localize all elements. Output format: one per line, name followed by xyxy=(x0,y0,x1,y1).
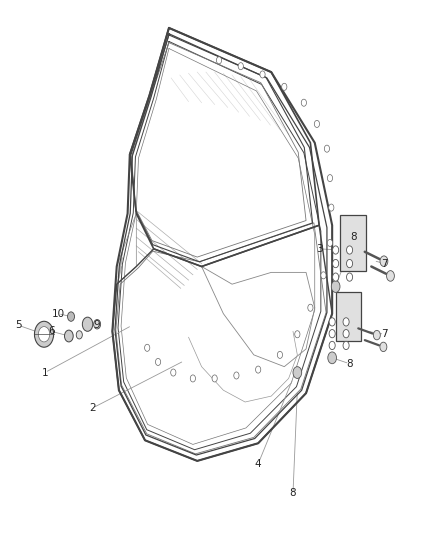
Text: 2: 2 xyxy=(89,403,96,413)
Circle shape xyxy=(260,71,265,78)
Circle shape xyxy=(64,330,73,342)
Text: 8: 8 xyxy=(346,359,353,369)
Circle shape xyxy=(216,57,222,64)
Text: 7: 7 xyxy=(381,329,388,339)
Circle shape xyxy=(346,273,353,281)
Circle shape xyxy=(332,260,339,268)
Circle shape xyxy=(277,351,283,358)
Circle shape xyxy=(76,330,82,339)
Text: 8: 8 xyxy=(350,232,357,242)
Circle shape xyxy=(321,272,326,279)
Circle shape xyxy=(332,246,339,254)
Circle shape xyxy=(373,330,380,340)
Circle shape xyxy=(343,341,349,350)
Text: 10: 10 xyxy=(51,309,64,319)
Circle shape xyxy=(346,260,353,268)
FancyBboxPatch shape xyxy=(336,292,361,341)
Circle shape xyxy=(343,318,349,326)
Circle shape xyxy=(329,318,335,326)
Circle shape xyxy=(329,341,335,350)
Text: 1: 1 xyxy=(42,368,48,377)
Circle shape xyxy=(328,204,334,211)
Circle shape xyxy=(324,145,329,152)
Text: 5: 5 xyxy=(15,320,22,330)
Circle shape xyxy=(314,120,320,127)
Circle shape xyxy=(238,63,244,70)
Circle shape xyxy=(328,352,336,364)
Text: 3: 3 xyxy=(316,244,322,254)
Text: 8: 8 xyxy=(290,488,296,498)
Text: 6: 6 xyxy=(48,326,55,336)
Circle shape xyxy=(282,83,287,91)
Circle shape xyxy=(301,99,307,106)
Circle shape xyxy=(380,256,388,266)
Circle shape xyxy=(295,330,300,338)
Circle shape xyxy=(346,246,353,254)
Text: 9: 9 xyxy=(94,320,100,330)
Circle shape xyxy=(145,344,150,351)
Circle shape xyxy=(190,375,195,382)
FancyBboxPatch shape xyxy=(340,215,366,271)
Circle shape xyxy=(387,271,394,281)
Circle shape xyxy=(94,319,101,329)
Circle shape xyxy=(308,304,313,311)
Circle shape xyxy=(171,369,176,376)
Circle shape xyxy=(35,321,53,347)
Circle shape xyxy=(293,367,302,378)
Circle shape xyxy=(82,317,93,332)
Circle shape xyxy=(331,281,340,293)
Circle shape xyxy=(380,342,387,352)
Circle shape xyxy=(332,273,339,281)
Circle shape xyxy=(343,329,349,338)
Circle shape xyxy=(329,329,335,338)
Circle shape xyxy=(327,175,332,182)
Circle shape xyxy=(67,312,74,321)
Circle shape xyxy=(234,372,239,379)
Circle shape xyxy=(39,327,49,342)
Text: 7: 7 xyxy=(381,259,388,269)
Circle shape xyxy=(155,358,161,366)
Text: 4: 4 xyxy=(255,459,261,469)
Circle shape xyxy=(255,366,261,373)
Circle shape xyxy=(212,375,217,382)
Circle shape xyxy=(327,239,332,246)
